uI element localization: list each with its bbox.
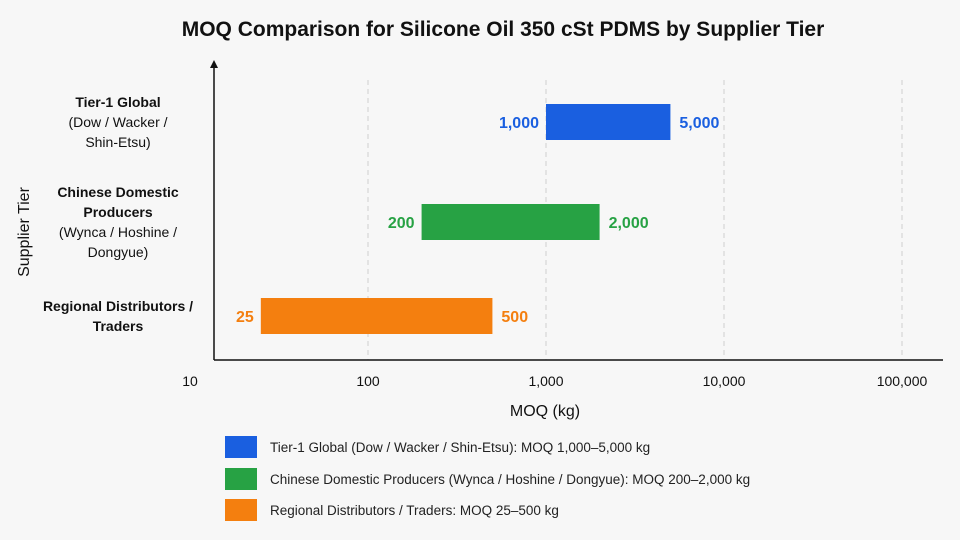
- category-label-line: (Wynca / Hoshine /: [59, 224, 177, 240]
- legend-swatch-1: [225, 468, 257, 490]
- category-label-2: Regional Distributors / Traders: [43, 298, 193, 334]
- range-bar-1: [421, 204, 600, 240]
- x-tick-labels: 10 100 1,000 10,000 100,000: [182, 373, 927, 389]
- range-bars: 1,000 5,000 200 2,000 25 500: [236, 104, 720, 334]
- x-tick-label-100: 100: [356, 373, 380, 389]
- x-tick-label-10000: 10,000: [703, 373, 746, 389]
- range-bar-2: [260, 298, 493, 334]
- x-axis-label: MOQ (kg): [510, 403, 580, 420]
- category-label-line: Producers: [83, 204, 152, 220]
- legend-entry-0: Tier-1 Global (Dow / Wacker / Shin-Etsu)…: [270, 440, 650, 455]
- bar-min-label-1: 200: [388, 215, 415, 232]
- bar-min-label-0: 1,000: [499, 115, 539, 132]
- category-label-line: Regional Distributors /: [43, 298, 193, 314]
- bar-max-label-0: 5,000: [679, 115, 719, 132]
- category-label-line: Shin-Etsu): [85, 134, 150, 150]
- category-labels: Tier-1 Global (Dow / Wacker / Shin-Etsu) Ch…: [43, 94, 193, 334]
- category-label-line: (Dow / Wacker /: [68, 114, 167, 130]
- legend-swatch-2: [225, 499, 257, 521]
- category-label-0: Tier-1 Global (Dow / Wacker / Shin-Etsu): [68, 94, 167, 150]
- y-axis-arrow: [210, 60, 218, 68]
- legend-entry-2: Regional Distributors / Traders: MOQ 25–…: [270, 503, 559, 518]
- category-label-line: Traders: [93, 318, 144, 334]
- category-label-line: Tier-1 Global: [75, 94, 160, 110]
- category-label-1: Chinese Domestic Producers (Wynca / Hoshin…: [57, 184, 179, 260]
- legend-swatch-0: [225, 436, 257, 458]
- x-tick-label-100000: 100,000: [877, 373, 928, 389]
- category-label-line: Dongyue): [88, 244, 149, 260]
- category-label-line: Chinese Domestic: [57, 184, 179, 200]
- x-tick-label-10: 10: [182, 373, 198, 389]
- legend: Tier-1 Global (Dow / Wacker / Shin-Etsu)…: [225, 436, 750, 521]
- legend-entry-1: Chinese Domestic Producers (Wynca / Hosh…: [270, 472, 750, 487]
- bar-max-label-1: 2,000: [609, 215, 649, 232]
- bar-min-label-2: 25: [236, 309, 254, 326]
- bar-max-label-2: 500: [501, 309, 528, 326]
- y-axis-label: Supplier Tier: [16, 186, 33, 276]
- range-bar-0: [546, 104, 671, 140]
- chart-title: MOQ Comparison for Silicone Oil 350 cSt …: [182, 18, 825, 41]
- axes: [210, 60, 943, 361]
- x-tick-label-1000: 1,000: [528, 373, 563, 389]
